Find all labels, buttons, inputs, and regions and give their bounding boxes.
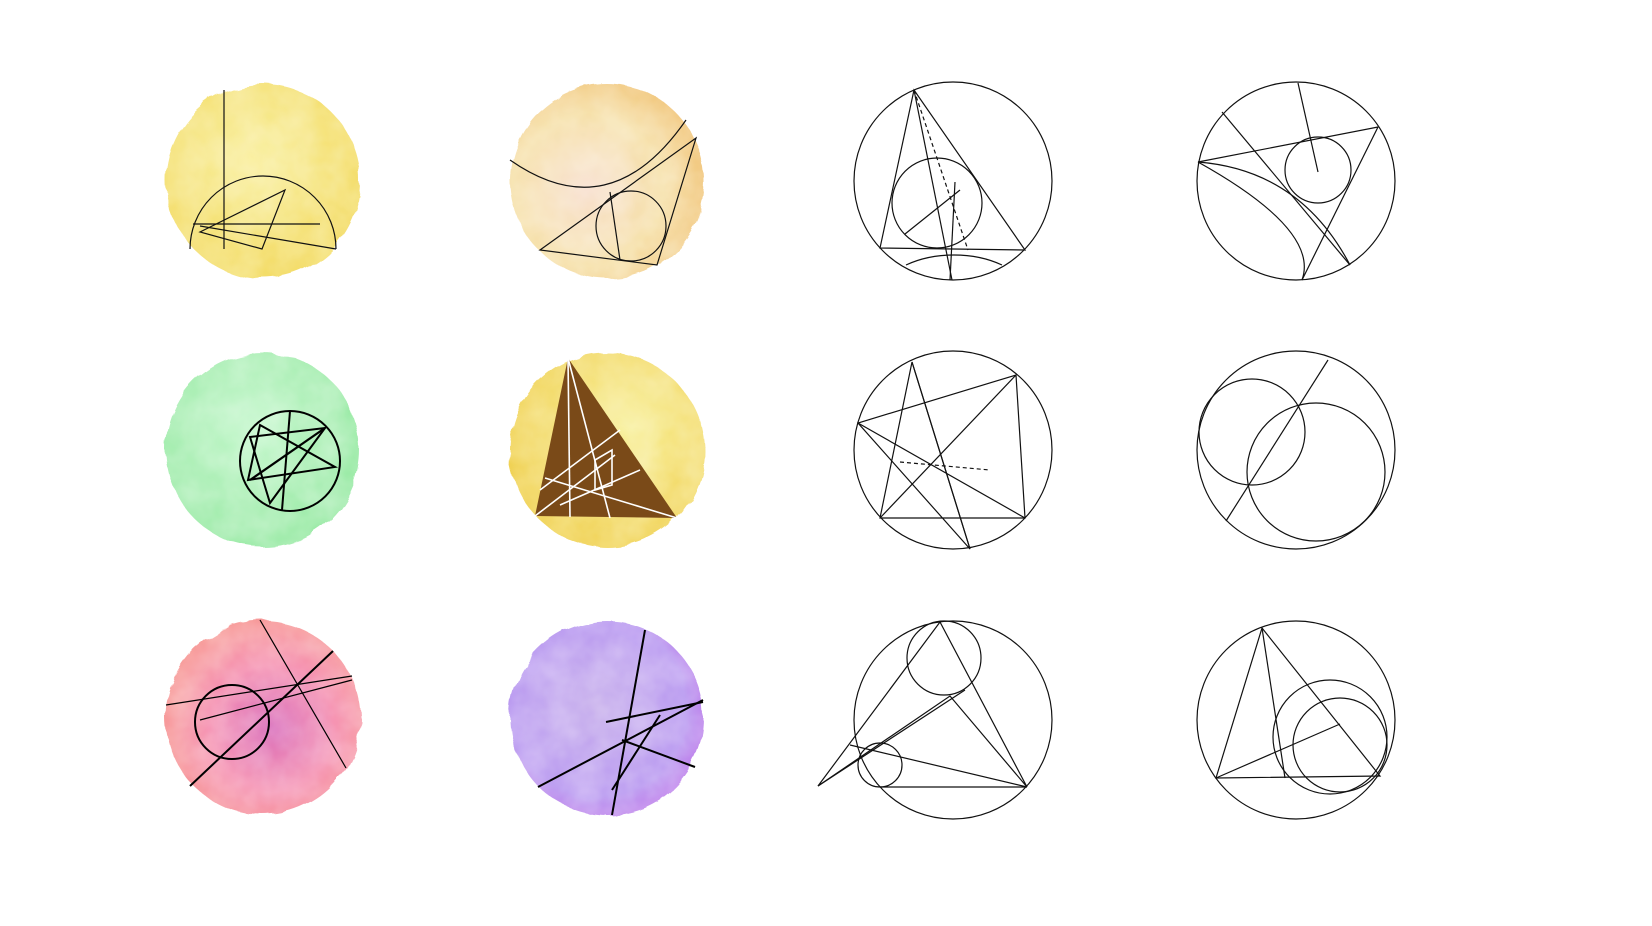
- curve-shape: [594, 448, 613, 492]
- line-segment: [911, 361, 971, 550]
- circle-shape: [1246, 402, 1386, 542]
- line-segment: [949, 181, 956, 281]
- line-segment: [611, 629, 646, 816]
- figure-group: [1196, 350, 1396, 550]
- figure-group: [189, 90, 337, 250]
- line-segment: [913, 89, 969, 251]
- line-segment: [1225, 359, 1329, 522]
- line-segment: [537, 699, 704, 788]
- figure-group: [509, 119, 698, 266]
- curve-shape: [535, 358, 677, 518]
- line-segment: [817, 689, 966, 787]
- circle-shape: [1284, 136, 1352, 204]
- line-segment: [879, 374, 1017, 519]
- circle-shape: [1196, 620, 1396, 820]
- line-segment: [609, 191, 621, 261]
- figure-group: [1196, 620, 1396, 820]
- line-segment: [913, 89, 953, 281]
- circle-shape: [194, 684, 270, 760]
- line-segment: [611, 714, 661, 791]
- line-segment: [1197, 126, 1379, 163]
- figure-group: [165, 619, 353, 787]
- figure-group: [817, 620, 1053, 820]
- curve-shape: [1197, 161, 1305, 281]
- circle-shape: [853, 350, 1053, 550]
- circle-shape: [853, 81, 1053, 281]
- figure-group: [239, 410, 341, 512]
- circle-shape: [510, 84, 704, 278]
- figure-group: [1196, 81, 1396, 281]
- line-segment: [904, 189, 961, 235]
- circle-shape: [1196, 350, 1396, 550]
- curve-shape: [879, 88, 1027, 251]
- circle-shape: [1272, 679, 1388, 795]
- curve-shape: [1215, 626, 1382, 779]
- line-segment: [559, 469, 641, 506]
- circle-shape: [1292, 697, 1388, 793]
- curve-shape: [905, 254, 1003, 266]
- curve-shape: [198, 188, 287, 250]
- line-segment: [1301, 126, 1379, 281]
- figure-group: [534, 357, 678, 519]
- circle-shape: [906, 620, 982, 696]
- line-segment: [1261, 627, 1286, 779]
- circle-shape: [166, 353, 360, 547]
- circle-shape: [510, 621, 704, 815]
- figure-group: [537, 629, 704, 816]
- curve-shape: [538, 136, 698, 266]
- figure-group: [853, 350, 1053, 550]
- line-segment: [605, 701, 704, 723]
- line-segment: [281, 410, 291, 511]
- circle-shape: [1196, 81, 1396, 281]
- line-segment: [259, 619, 347, 769]
- line-segment: [621, 739, 696, 768]
- line-segment: [249, 427, 326, 481]
- curve-shape: [1197, 161, 1351, 266]
- line-segment: [189, 650, 334, 787]
- line-segment: [534, 454, 616, 517]
- circle-shape: [166, 84, 360, 278]
- line-segment: [899, 461, 991, 471]
- circle-shape: [595, 190, 667, 262]
- circle-shape: [853, 620, 1053, 820]
- line-segment: [165, 675, 353, 706]
- curve-shape: [817, 620, 1028, 788]
- line-segment: [857, 422, 1026, 519]
- line-segment: [1221, 111, 1351, 266]
- line-segment: [544, 477, 678, 519]
- line-segment: [849, 744, 1028, 788]
- circle-shape: [1198, 378, 1306, 486]
- curve-shape: [189, 175, 337, 250]
- line-segment: [567, 357, 611, 519]
- line-segment: [1215, 723, 1341, 779]
- line-segment: [199, 679, 353, 721]
- figure-group: [853, 81, 1053, 281]
- line-segment: [1297, 82, 1319, 173]
- line-segment: [199, 225, 337, 250]
- curve-shape: [509, 119, 687, 188]
